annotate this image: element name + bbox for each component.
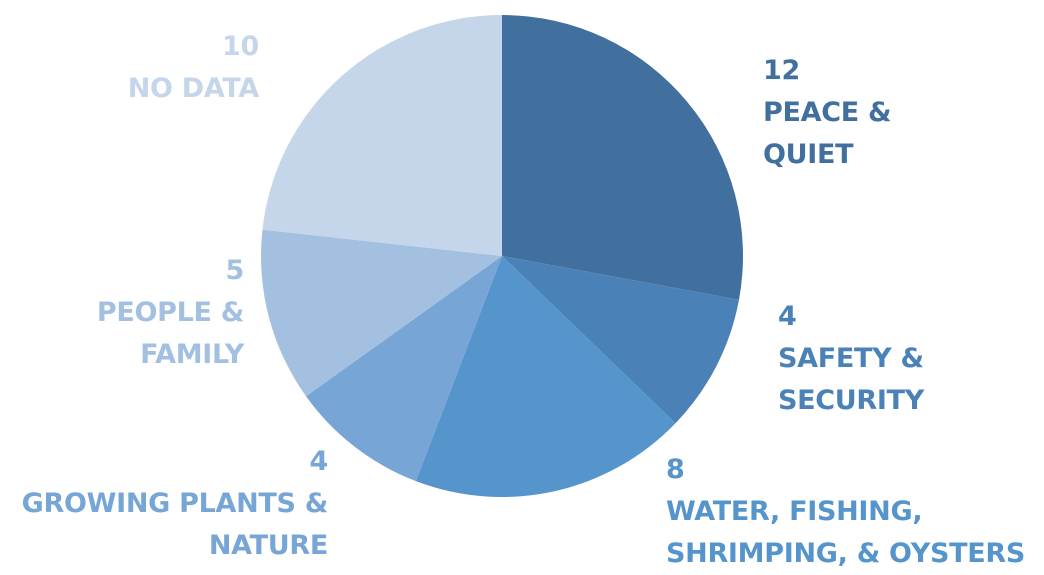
slice-people-family <box>261 229 502 397</box>
name-peace-quiet-line1: PEACE & <box>763 97 892 128</box>
name-people-family-line2: FAMILY <box>140 339 244 370</box>
label-growing-plants: 4 GROWING PLANTS & NATURE <box>21 441 329 567</box>
slice-no-data <box>262 15 502 256</box>
slice-peace-quiet <box>502 15 743 300</box>
label-water-fishing: 8 WATER, FISHING, SHRIMPING, & OYSTERS <box>666 449 1025 575</box>
name-no-data-line1: NO DATA <box>127 73 260 104</box>
name-water-fishing-line2: SHRIMPING, & OYSTERS <box>666 538 1026 569</box>
name-safety-security-line1: SAFETY & <box>778 343 924 374</box>
count-safety-security: 4 <box>778 301 797 332</box>
name-safety-security-line2: SECURITY <box>778 385 925 416</box>
count-peace-quiet: 12 <box>763 55 800 86</box>
slice-growing-plants <box>306 256 502 482</box>
count-no-data: 10 <box>222 31 259 62</box>
slice-water-fishing <box>415 256 676 498</box>
name-water-fishing-line1: WATER, FISHING, <box>666 496 923 527</box>
count-water-fishing: 8 <box>666 454 685 485</box>
label-safety-security: 4 SAFETY & SECURITY <box>778 296 924 422</box>
name-people-family-line1: PEOPLE & <box>96 297 244 328</box>
label-peace-quiet: 12 PEACE & QUIET <box>763 50 892 176</box>
slice-safety-security <box>502 256 739 424</box>
count-people-family: 5 <box>225 255 245 286</box>
name-growing-plants-line2: NATURE <box>208 530 328 561</box>
name-growing-plants-line1: GROWING PLANTS & <box>21 488 329 519</box>
label-no-data: 10 NO DATA <box>127 26 260 110</box>
label-people-family: 5 PEOPLE & FAMILY <box>97 250 244 376</box>
count-growing-plants: 4 <box>309 446 329 477</box>
name-peace-quiet-line2: QUIET <box>763 139 854 170</box>
